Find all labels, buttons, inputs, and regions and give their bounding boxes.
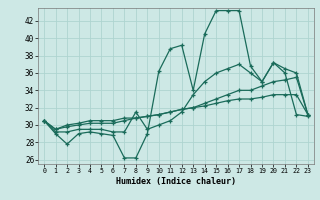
X-axis label: Humidex (Indice chaleur): Humidex (Indice chaleur) (116, 177, 236, 186)
